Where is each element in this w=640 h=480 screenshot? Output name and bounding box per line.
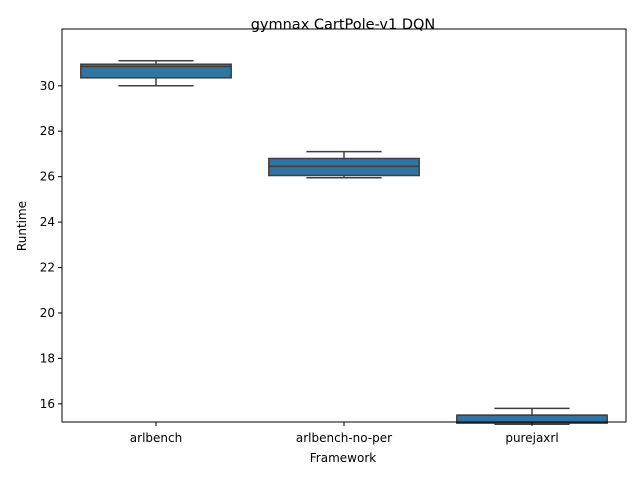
y-tick-label: 28	[40, 124, 55, 138]
y-axis: 16 18 20 22 24 26 28 30	[40, 79, 62, 411]
x-tick-label: purejaxrl	[505, 431, 558, 445]
plot-frame	[61, 28, 627, 423]
plot-area	[80, 60, 608, 426]
box-arlbench	[80, 60, 232, 87]
y-tick-label: 26	[40, 170, 55, 184]
y-tick-label: 30	[40, 79, 55, 93]
x-tick-label: arlbench-no-per	[296, 431, 392, 445]
y-tick-label: 20	[40, 306, 55, 320]
x-axis: arlbench arlbench-no-per purejaxrl	[130, 422, 559, 445]
x-tick-label: arlbench	[130, 431, 182, 445]
y-axis-label: Runtime	[15, 201, 29, 251]
y-tick-label: 18	[40, 351, 55, 365]
y-tick-label: 22	[40, 261, 55, 275]
box-arlbench-no-per	[268, 150, 420, 179]
iqr-box	[80, 63, 232, 79]
chart-title: gymnax CartPole-v1 DQN	[251, 17, 436, 33]
y-tick-label: 24	[40, 215, 55, 229]
x-axis-label: Framework	[310, 451, 376, 465]
y-tick-label: 16	[40, 397, 55, 411]
